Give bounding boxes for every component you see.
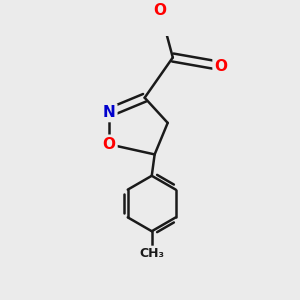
Text: O: O — [102, 137, 116, 152]
Text: N: N — [103, 105, 115, 120]
Text: O: O — [214, 58, 228, 74]
Text: CH₃: CH₃ — [139, 247, 164, 260]
Text: O: O — [154, 3, 166, 18]
